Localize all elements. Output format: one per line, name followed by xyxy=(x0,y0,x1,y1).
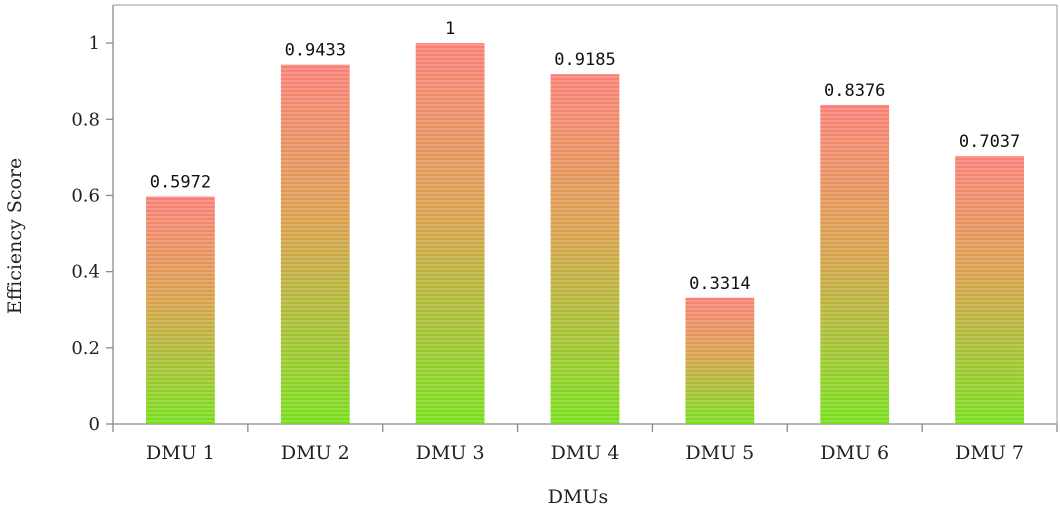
data-label: 0.7037 xyxy=(959,132,1020,152)
plot-area xyxy=(113,4,1058,424)
bar-texture xyxy=(146,196,215,424)
data-labels-group: 0.5972 0.9433 1 0.9185 0.3314 0.8376 0.7037 xyxy=(150,19,1021,294)
y-tick-label: 0 xyxy=(89,414,100,435)
bar-texture xyxy=(685,297,755,424)
data-label: 0.9433 xyxy=(285,41,346,61)
bar-texture xyxy=(955,155,1024,424)
y-tick-label: 0.2 xyxy=(71,338,100,359)
bar-texture xyxy=(550,74,620,424)
y-tick-label: 1 xyxy=(89,33,100,54)
bars-group xyxy=(146,43,1024,425)
x-tick-label: DMU 3 xyxy=(416,442,485,464)
x-tick-label: DMU 2 xyxy=(281,442,350,464)
data-label: 0.3314 xyxy=(689,274,750,294)
x-tick-label: DMU 1 xyxy=(146,442,215,464)
y-axis-title: Efficiency Score xyxy=(4,158,26,314)
y-tick-label: 0.6 xyxy=(71,185,100,206)
y-axis: 0 0.2 0.4 0.6 0.8 1 xyxy=(71,5,114,435)
bar-texture xyxy=(415,43,485,424)
x-axis-title: DMUs xyxy=(548,486,608,508)
x-tick-label: DMU 5 xyxy=(685,442,754,464)
bar-texture xyxy=(820,104,890,424)
x-tick-label: DMU 7 xyxy=(955,442,1024,464)
bar-texture xyxy=(280,64,350,425)
y-tick-label: 0.8 xyxy=(71,109,100,130)
data-label: 1 xyxy=(445,19,455,39)
data-label: 0.5972 xyxy=(150,173,211,193)
y-tick-label: 0.4 xyxy=(71,262,100,283)
data-label: 0.9185 xyxy=(554,50,615,70)
data-label: 0.8376 xyxy=(824,81,885,101)
x-axis: DMU 1 DMU 2 DMU 3 DMU 4 DMU 5 DMU 6 DMU 7 xyxy=(112,423,1058,464)
x-tick-label: DMU 6 xyxy=(820,442,889,464)
x-tick-label: DMU 4 xyxy=(551,442,620,464)
